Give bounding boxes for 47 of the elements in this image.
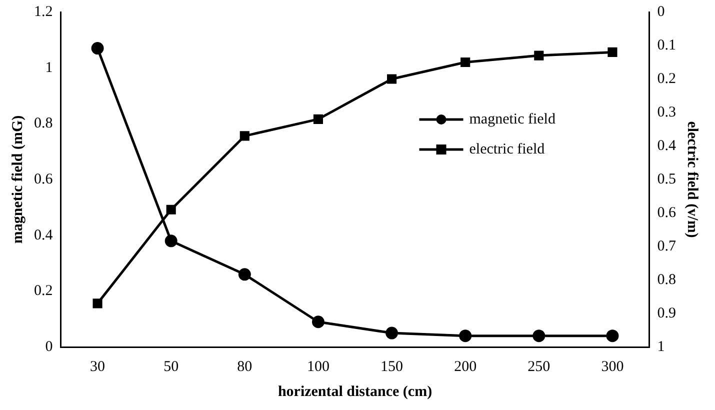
point xyxy=(91,42,104,55)
y2-tick-label: 1 xyxy=(657,338,665,355)
legend-label: electric field xyxy=(469,141,546,158)
point xyxy=(386,326,398,340)
point xyxy=(532,330,546,342)
point xyxy=(312,316,324,328)
point xyxy=(459,330,472,342)
y2-tick-label: 0.3 xyxy=(657,104,676,120)
x-axis-title: horizental distance (cm) xyxy=(278,384,432,400)
point xyxy=(238,268,251,281)
y2-axis-title: electric field (v/m) xyxy=(684,121,700,238)
point xyxy=(608,47,618,57)
x-tick-label: 80 xyxy=(237,358,252,375)
x-tick-label: 30 xyxy=(90,358,106,375)
y2-tick-label: 0.7 xyxy=(657,238,676,254)
y-tick-label: 0 xyxy=(45,338,53,355)
y2-tick-label: 0.8 xyxy=(657,272,676,288)
point xyxy=(240,131,250,141)
x-tick-label: 250 xyxy=(528,358,550,375)
y2-tick-label: 0.6 xyxy=(657,204,676,221)
y-tick-label: 1 xyxy=(45,60,53,76)
y2-tick-label: 0.4 xyxy=(657,138,676,154)
point xyxy=(92,298,102,308)
point xyxy=(313,114,324,124)
y-tick-label: 0.4 xyxy=(34,227,54,244)
x-tick-label: 100 xyxy=(306,358,330,375)
y-tick-label: 0.6 xyxy=(34,171,54,188)
point xyxy=(164,234,178,248)
point xyxy=(166,204,176,214)
x-tick-label: 50 xyxy=(164,358,179,375)
y2-tick-label: 0.9 xyxy=(657,305,676,322)
y2-tick-label: 0 xyxy=(657,4,665,20)
legend-label: magnetic field xyxy=(469,111,556,128)
x-tick-label: 200 xyxy=(454,358,477,375)
point xyxy=(534,50,544,60)
x-tick-label: 150 xyxy=(380,358,404,375)
y-axis-title: magnetic field (mG) xyxy=(10,115,26,244)
y-tick-label: 0.8 xyxy=(34,116,53,132)
y2-tick-label: 0.2 xyxy=(657,70,676,87)
point xyxy=(606,330,619,342)
y-tick-label: 0.2 xyxy=(34,283,53,300)
point xyxy=(460,57,470,68)
point xyxy=(386,74,397,84)
y-tick-label: 1.2 xyxy=(34,4,53,20)
y2-tick-label: 0.1 xyxy=(657,37,676,54)
x-tick-label: 300 xyxy=(601,358,624,375)
y2-tick-label: 0.5 xyxy=(657,171,676,188)
